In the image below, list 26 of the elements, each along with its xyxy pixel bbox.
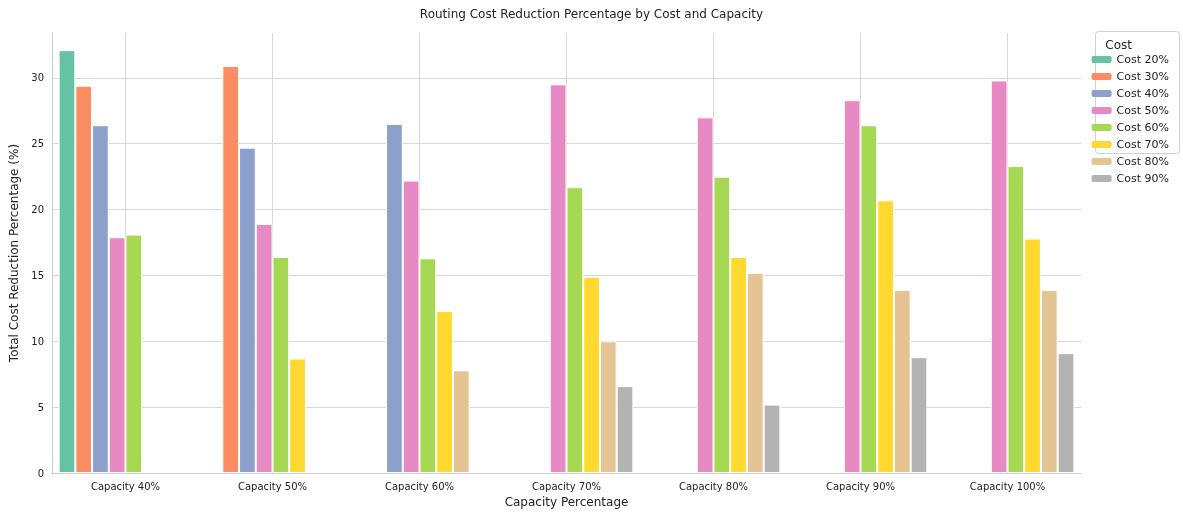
- x-tick-label: Capacity 70%: [531, 480, 602, 492]
- y-tick-label: 0: [37, 467, 44, 479]
- y-tick-label: 30: [31, 72, 44, 84]
- legend-label: Cost 50%: [1116, 104, 1170, 117]
- x-tick-label: Capacity 50%: [237, 480, 308, 492]
- legend-label: Cost 30%: [1116, 70, 1170, 83]
- x-tick-label: Capacity 80%: [678, 480, 749, 492]
- x-tick-label: Capacity 40%: [90, 480, 161, 492]
- legend-label: Cost 70%: [1116, 138, 1170, 151]
- x-tick-label: Capacity 60%: [384, 480, 455, 492]
- legend-label: Cost 80%: [1116, 155, 1170, 168]
- legend-label: Cost 90%: [1116, 172, 1170, 185]
- legend-label: Cost 20%: [1116, 53, 1170, 66]
- legend-label: Cost 40%: [1116, 87, 1170, 100]
- y-tick-label: 25: [31, 138, 44, 150]
- chart-title: Routing Cost Reduction Percentage by Cost and Capacity: [419, 7, 764, 21]
- y-tick-label: 15: [31, 269, 44, 281]
- legend-title: Cost: [1105, 38, 1133, 52]
- x-tick-label: Capacity 100%: [969, 480, 1046, 492]
- y-tick-label: 5: [37, 401, 44, 413]
- y-tick-label: 20: [31, 204, 44, 216]
- x-axis-title: Capacity Percentage: [504, 495, 629, 509]
- y-axis-title: Total Cost Reduction Percentage (%): [7, 143, 22, 364]
- x-tick-label: Capacity 90%: [825, 480, 896, 492]
- y-tick-label: 10: [31, 335, 44, 347]
- legend-label: Cost 60%: [1116, 121, 1170, 134]
